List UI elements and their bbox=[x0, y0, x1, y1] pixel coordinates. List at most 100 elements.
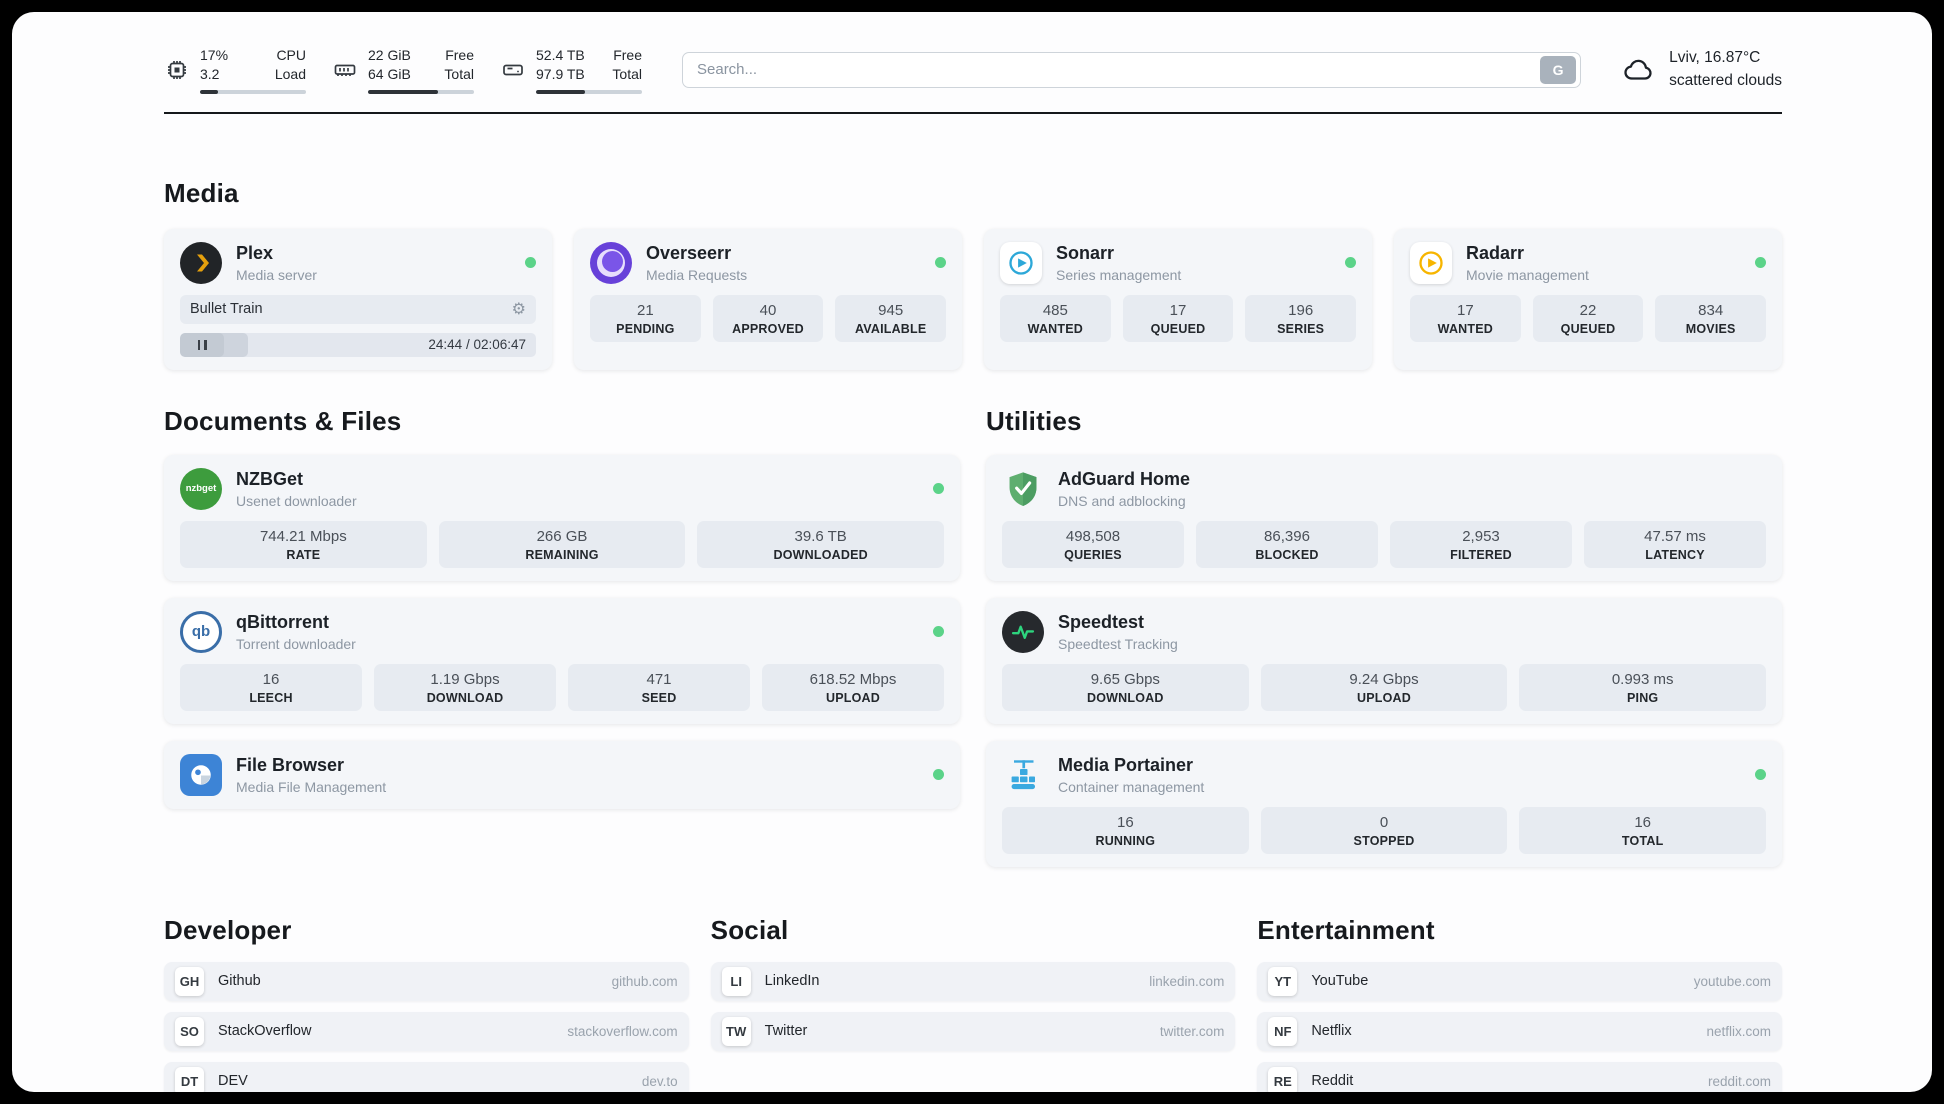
app-card-speedtest[interactable]: Speedtest Speedtest Tracking 9.65 Gbps D… bbox=[986, 597, 1782, 724]
status-dot bbox=[935, 257, 946, 269]
stat-pill: 196 SERIES bbox=[1245, 294, 1357, 342]
pause-button[interactable] bbox=[180, 332, 224, 357]
status-dot bbox=[933, 483, 944, 495]
ram-stat: 22 GiB 64 GiB Free Total bbox=[332, 46, 474, 94]
stat-value: 834 bbox=[1698, 301, 1724, 319]
app-name: Speedtest bbox=[1058, 611, 1145, 632]
app-card-overseerr[interactable]: Overseerr Media Requests 21 PENDING 40 A… bbox=[574, 228, 962, 370]
overseerr-icon bbox=[590, 241, 632, 284]
sonarr-icon bbox=[1000, 241, 1042, 284]
link-url: linkedin.com bbox=[1149, 973, 1225, 989]
stat-value: 22 bbox=[1579, 301, 1597, 319]
stat-label: RATE bbox=[286, 547, 321, 562]
section-entertainment: Entertainment YT YouTube youtube.com NF … bbox=[1257, 915, 1782, 1092]
stat-value: 47.57 ms bbox=[1644, 527, 1706, 545]
link-url: dev.to bbox=[641, 1073, 678, 1089]
link-name: YouTube bbox=[1311, 973, 1369, 990]
search-bar[interactable]: G bbox=[682, 51, 1582, 88]
speedtest-icon bbox=[1002, 610, 1044, 653]
stat-pill: 86,396 BLOCKED bbox=[1196, 520, 1378, 568]
link-badge: GH bbox=[175, 966, 204, 996]
stat-value: 39.6 TB bbox=[794, 527, 847, 545]
stat-pill: 471 SEED bbox=[568, 663, 750, 711]
app-card-nzbget[interactable]: nzbget NZBGet Usenet downloader 744.21 M… bbox=[164, 454, 960, 581]
link-name: Netflix bbox=[1311, 1023, 1352, 1040]
stat-label: DOWNLOAD bbox=[426, 690, 504, 705]
section-utilities: Utilities AdGuard Home bbox=[986, 406, 1782, 867]
playback-time: 24:44 / 02:06:47 bbox=[428, 337, 526, 353]
app-card-plex[interactable]: Plex Media server Bullet Train ⚙ 24:44 /… bbox=[164, 228, 552, 370]
app-card-adguard[interactable]: AdGuard Home DNS and adblocking 498,508 … bbox=[986, 454, 1782, 581]
app-subtitle: DNS and adblocking bbox=[1058, 492, 1186, 509]
stat-value: 196 bbox=[1288, 301, 1314, 319]
stat-label: AVAILABLE bbox=[854, 321, 927, 336]
link-name: Github bbox=[218, 973, 261, 990]
app-subtitle: Torrent downloader bbox=[236, 635, 356, 652]
link-url: reddit.com bbox=[1707, 1073, 1771, 1089]
weather-condition: scattered clouds bbox=[1669, 71, 1782, 89]
link-row-dev[interactable]: DT DEV dev.to bbox=[164, 1061, 689, 1092]
disk-usage-bar bbox=[536, 89, 642, 94]
stat-value: 2,953 bbox=[1462, 527, 1500, 545]
stat-pill: 2,953 FILTERED bbox=[1390, 520, 1572, 568]
disk-total-value: 97.9 TB bbox=[536, 65, 585, 82]
stat-label: SERIES bbox=[1277, 321, 1325, 336]
stat-value: 266 GB bbox=[536, 527, 588, 545]
stat-pill: 618.52 Mbps UPLOAD bbox=[762, 663, 944, 711]
playback-progress-bar[interactable]: 24:44 / 02:06:47 bbox=[180, 332, 536, 357]
top-bar: 17% 3.2 CPU Load bbox=[164, 46, 1782, 94]
app-name: File Browser bbox=[236, 754, 345, 775]
app-card-qbittorrent[interactable]: qb qBittorrent Torrent downloader 16 LEE… bbox=[164, 597, 960, 724]
app-card-radarr[interactable]: Radarr Movie management 17 WANTED 22 QUE… bbox=[1394, 228, 1782, 370]
search-input[interactable] bbox=[697, 61, 1541, 79]
stat-pill: 47.57 ms LATENCY bbox=[1584, 520, 1766, 568]
stat-label: UPLOAD bbox=[1357, 690, 1411, 705]
link-badge: SO bbox=[175, 1016, 204, 1046]
link-row-twitter[interactable]: TW Twitter twitter.com bbox=[710, 1011, 1236, 1051]
stat-label: MOVIES bbox=[1685, 321, 1736, 336]
link-row-youtube[interactable]: YT YouTube youtube.com bbox=[1257, 961, 1782, 1001]
link-url: github.com bbox=[611, 973, 678, 989]
stat-value: 21 bbox=[636, 301, 654, 319]
stat-pill: 9.24 Gbps UPLOAD bbox=[1260, 663, 1508, 711]
app-subtitle: Series management bbox=[1056, 266, 1182, 283]
app-card-sonarr[interactable]: Sonarr Series management 485 WANTED 17 Q… bbox=[984, 228, 1372, 370]
media-card-grid: Plex Media server Bullet Train ⚙ 24:44 /… bbox=[164, 228, 1782, 370]
stat-value: 0 bbox=[1379, 813, 1389, 831]
link-row-netflix[interactable]: NF Netflix netflix.com bbox=[1257, 1011, 1782, 1051]
stat-value: 17 bbox=[1169, 301, 1187, 319]
app-card-filebrowser[interactable]: File Browser Media File Management bbox=[164, 740, 960, 809]
link-row-stackoverflow[interactable]: SO StackOverflow stackoverflow.com bbox=[164, 1011, 689, 1051]
link-name: LinkedIn bbox=[764, 973, 820, 990]
app-name: Media Portainer bbox=[1058, 754, 1194, 775]
search-engine-button[interactable]: G bbox=[1540, 55, 1577, 84]
app-card-portainer[interactable]: Media Portainer Container management 16 … bbox=[986, 740, 1782, 867]
link-url: stackoverflow.com bbox=[567, 1023, 678, 1039]
link-name: Twitter bbox=[764, 1023, 808, 1040]
stat-pill: 22 QUEUED bbox=[1532, 294, 1644, 342]
section-media: Media Plex Media server Bullet Train ⚙ bbox=[164, 178, 1782, 370]
ram-label-bottom: Total bbox=[444, 65, 474, 82]
cpu-value-percent: 17% bbox=[200, 47, 229, 63]
link-row-reddit[interactable]: RE Reddit reddit.com bbox=[1257, 1061, 1782, 1092]
status-dot bbox=[1755, 769, 1766, 781]
link-name: DEV bbox=[218, 1073, 248, 1090]
cpu-label-bottom: Load bbox=[274, 65, 306, 82]
stat-pill: 39.6 TB DOWNLOADED bbox=[697, 520, 945, 568]
disk-stat: 52.4 TB 97.9 TB Free Total bbox=[500, 46, 642, 94]
settings-gear-icon[interactable]: ⚙ bbox=[511, 299, 526, 319]
stat-label: RUNNING bbox=[1095, 833, 1156, 848]
stat-value: 9.24 Gbps bbox=[1349, 670, 1419, 688]
app-name: Radarr bbox=[1466, 242, 1525, 263]
cpu-label-top: CPU bbox=[276, 47, 306, 63]
link-row-linkedin[interactable]: LI LinkedIn linkedin.com bbox=[710, 961, 1236, 1001]
section-title-utilities: Utilities bbox=[986, 405, 1082, 436]
stat-label: PENDING bbox=[616, 321, 675, 336]
app-name: Overseerr bbox=[646, 242, 732, 263]
link-row-github[interactable]: GH Github github.com bbox=[164, 961, 689, 1001]
stat-value: 485 bbox=[1042, 301, 1068, 319]
stat-label: LEECH bbox=[249, 690, 293, 705]
disk-label-top: Free bbox=[613, 47, 642, 63]
weather-widget: Lviv, 16.87°C scattered clouds bbox=[1621, 47, 1782, 92]
hard-drive-icon bbox=[500, 57, 526, 83]
